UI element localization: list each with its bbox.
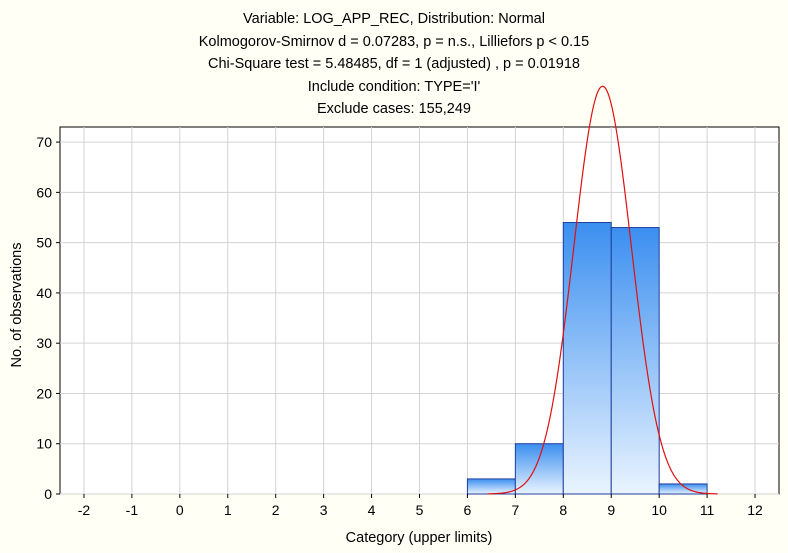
normal-fit-curve (487, 85, 718, 495)
title-include-condition: Include condition: TYPE='I' (307, 78, 481, 95)
title-chi-square: Chi-Square test = 5.48485, df = 1 (adjus… (207, 56, 580, 72)
histogram-bar (562, 222, 612, 495)
histogram-bar (610, 227, 660, 495)
y-tick-label: 20 (36, 385, 52, 401)
y-axis-ticks: 0 10 20 30 40 50 60 70 (36, 134, 60, 502)
x-tick-label: 11 (700, 502, 715, 518)
histogram-bars (466, 222, 708, 495)
y-tick-label: 40 (36, 285, 52, 301)
y-axis-label: No. of observations (9, 243, 25, 368)
title-ks-test: Kolmogorov-Smirnov d = 0.07283, p = n.s.… (198, 33, 590, 50)
x-tick-label: -2 (78, 502, 91, 518)
y-tick-label: 50 (36, 235, 52, 251)
x-tick-label: 12 (747, 502, 763, 518)
title-exclude-cases: Exclude cases: 155,249 (317, 101, 471, 117)
x-tick-label: 8 (559, 502, 567, 518)
x-tick-label: 10 (651, 502, 667, 518)
x-tick-label: -1 (126, 502, 139, 518)
y-tick-label: 60 (36, 184, 52, 200)
x-tick-label: 5 (416, 502, 424, 518)
y-tick-label: 70 (36, 134, 52, 150)
x-tick-label: 7 (511, 502, 519, 518)
y-tick-label: 0 (44, 486, 52, 502)
x-tick-label: 4 (368, 502, 376, 518)
title-variable: Variable: LOG_APP_REC, Distribution: Nor… (243, 11, 545, 27)
y-tick-label: 10 (36, 436, 52, 452)
y-tick-label: 30 (36, 335, 52, 351)
x-tick-label: 1 (224, 502, 232, 518)
x-tick-label: 3 (320, 502, 328, 518)
histogram-bar (514, 443, 564, 495)
x-axis-label: Category (upper limits) (346, 530, 493, 546)
x-tick-label: 6 (464, 502, 472, 518)
x-axis-ticks: -2 -1 0 1 2 3 4 5 6 7 8 9 10 11 12 (78, 494, 763, 518)
histogram-bar (658, 483, 708, 495)
chart-header: Variable: LOG_APP_REC, Distribution: Nor… (0, 8, 788, 121)
x-tick-label: 0 (176, 502, 184, 518)
x-tick-label: 9 (607, 502, 615, 518)
x-tick-label: 2 (272, 502, 280, 518)
